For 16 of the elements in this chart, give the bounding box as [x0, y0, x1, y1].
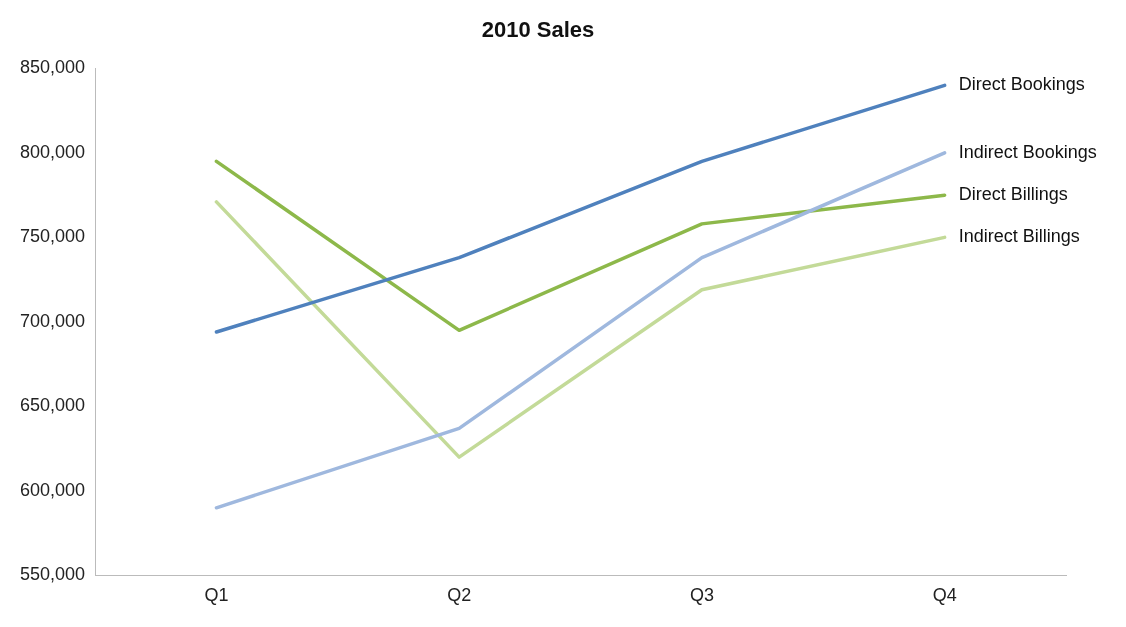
- x-tick-label: Q3: [689, 585, 714, 606]
- x-tick-label: Q2: [447, 585, 472, 606]
- y-tick-label: 850,000: [19, 57, 86, 78]
- x-tick-label: Q4: [932, 585, 957, 606]
- y-tick-label: 550,000: [19, 564, 86, 585]
- chart-title: 2010 Sales: [481, 17, 595, 43]
- y-tick-label: 600,000: [19, 479, 86, 500]
- y-tick-label: 800,000: [19, 141, 86, 162]
- series-label: Direct Bookings: [958, 74, 1085, 95]
- y-tick-label: 750,000: [19, 226, 86, 247]
- series-label: Direct Billings: [958, 184, 1068, 205]
- y-tick-label: 650,000: [19, 395, 86, 416]
- series-label: Indirect Bookings: [958, 141, 1097, 162]
- y-tick-label: 700,000: [19, 310, 86, 331]
- series-label: Indirect Billings: [958, 226, 1080, 247]
- x-tick-label: Q1: [204, 585, 229, 606]
